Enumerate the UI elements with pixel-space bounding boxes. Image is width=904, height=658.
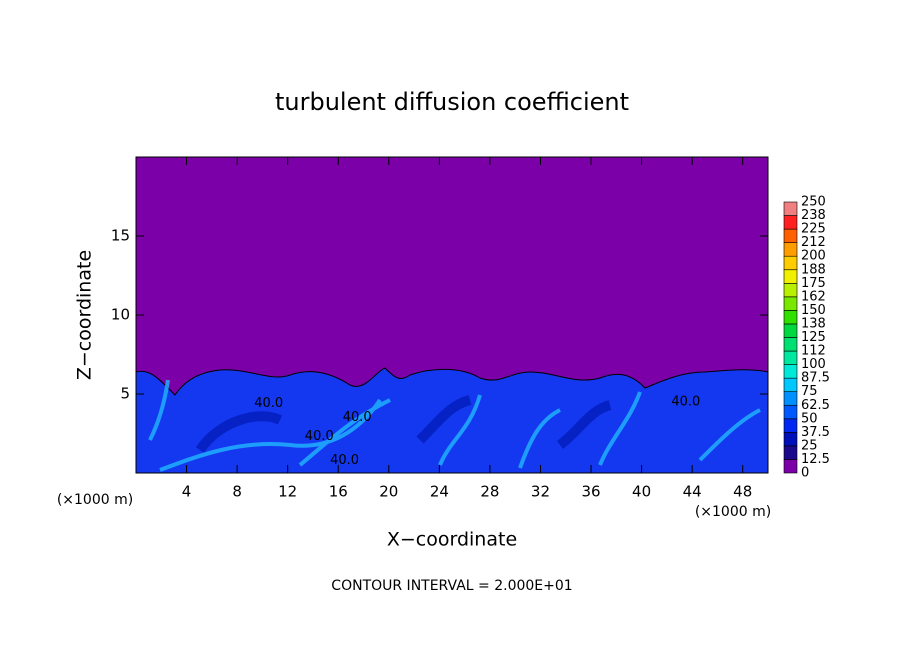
- x-tick-label: 36: [581, 483, 600, 501]
- colorbar-label: 0: [801, 466, 809, 481]
- x-tick-label: 12: [278, 483, 297, 501]
- colorbar-bin: [783, 337, 798, 352]
- x-tick-label: 4: [182, 483, 192, 501]
- turbulent-layer: [135, 367, 769, 474]
- colorbar-label: 212: [801, 235, 826, 250]
- x-tick-label: 16: [329, 483, 348, 501]
- x-unit-label: (×1000 m): [695, 504, 771, 520]
- x-tick-label: 48: [733, 483, 752, 501]
- colorbar-bin: [783, 364, 798, 379]
- colorbar-label: 200: [801, 249, 826, 264]
- x-tick-label: 32: [531, 483, 550, 501]
- colorbar-label: 112: [801, 344, 826, 359]
- x-tick-label: 24: [430, 483, 449, 501]
- x-tick-label: 40: [632, 483, 651, 501]
- colorbar-label: 100: [801, 357, 826, 372]
- contour-label: 40.0: [343, 410, 372, 425]
- colorbar-bin: [783, 201, 798, 216]
- y-tick-label: 5: [120, 385, 130, 403]
- y-axis-label: Z−coordinate: [74, 250, 96, 380]
- colorbar-bin: [783, 255, 798, 271]
- footer-note: CONTOUR INTERVAL = 2.000E+01: [331, 578, 572, 594]
- colorbar-label: 50: [801, 411, 818, 426]
- colorbar-label: 238: [801, 208, 826, 223]
- colorbar-bin: [783, 269, 798, 284]
- colorbar-label: 75: [801, 384, 818, 399]
- colorbar-bin: [783, 323, 798, 338]
- chart-title: turbulent diffusion coefficient: [275, 88, 629, 116]
- y-tick-label: 15: [111, 227, 130, 245]
- colorbar-label: 250: [801, 195, 826, 210]
- contour-label: 40.0: [330, 453, 359, 468]
- colorbar-bin: [783, 404, 798, 420]
- colorbar-bin: [783, 228, 798, 243]
- colorbar-label: 12.5: [801, 452, 830, 467]
- colorbar-label: 162: [801, 289, 826, 304]
- colorbar-bin: [783, 459, 798, 474]
- colorbar-label: 87.5: [801, 371, 830, 386]
- colorbar-bin: [783, 215, 798, 230]
- x-tick-label: 44: [683, 483, 702, 501]
- colorbar-bin: [783, 432, 798, 447]
- x-axis-label: X−coordinate: [387, 529, 517, 551]
- colorbar-label: 62.5: [801, 398, 830, 413]
- colorbar-label: 37.5: [801, 425, 830, 440]
- colorbar-bin: [783, 242, 798, 257]
- colorbar-bin: [783, 445, 798, 460]
- colorbar-label: 150: [801, 303, 826, 318]
- colorbar-bin: [783, 418, 798, 433]
- contour-label: 40.0: [254, 396, 283, 411]
- x-tick-label: 8: [232, 483, 242, 501]
- colorbar-label: 125: [801, 330, 826, 345]
- x-unit-label: (×1000 m): [57, 492, 133, 508]
- y-tick-label: 10: [111, 306, 130, 324]
- colorbar-label: 225: [801, 222, 826, 237]
- colorbar-bin: [783, 377, 798, 392]
- colorbar-label: 175: [801, 276, 826, 291]
- colorbar-label: 25: [801, 438, 818, 453]
- colorbar-bin: [783, 350, 798, 365]
- colorbar-bin: [783, 391, 798, 406]
- x-tick-label: 28: [480, 483, 499, 501]
- contour-label: 40.0: [305, 429, 334, 444]
- colorbar-bin: [783, 296, 798, 311]
- colorbar-bin: [783, 310, 798, 325]
- colorbar-bin: [783, 282, 798, 298]
- contour-label: 40.0: [671, 394, 700, 409]
- colorbar-label: 138: [801, 316, 826, 331]
- x-tick-label: 20: [379, 483, 398, 501]
- colorbar-label: 188: [801, 262, 826, 277]
